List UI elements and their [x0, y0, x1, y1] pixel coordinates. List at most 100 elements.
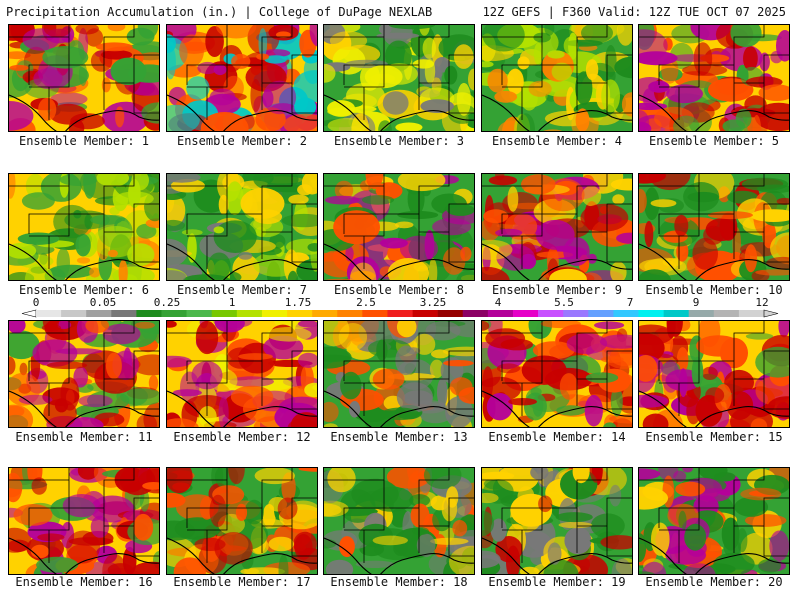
- colorbar-swatch: [337, 310, 363, 317]
- precipitation-map: [639, 174, 789, 280]
- colorbar-swatch: [111, 310, 137, 317]
- ensemble-panel-16: [8, 467, 160, 575]
- ensemble-member-label: Ensemble Member: 16: [15, 575, 153, 589]
- precipitation-map: [639, 25, 789, 131]
- colorbar-swatch: [136, 310, 162, 317]
- model-run-info: 12Z GEFS | F360 Valid: 12Z TUE OCT 07 20…: [482, 5, 786, 19]
- ensemble-panel-13: [323, 320, 475, 428]
- precipitation-map: [9, 468, 159, 574]
- precipitation-map: [639, 321, 789, 427]
- colorbar-swatch: [362, 310, 388, 317]
- ensemble-panel-10: [638, 173, 790, 281]
- ensemble-member-label: Ensemble Member: 10: [645, 283, 783, 297]
- colorbar-swatch: [287, 310, 313, 317]
- colorbar-tick-label: 4: [494, 296, 502, 309]
- colorbar-tick-label: 0: [32, 296, 40, 309]
- colorbar-swatch: [236, 310, 263, 317]
- precipitation-map: [324, 174, 474, 280]
- ensemble-panel-12: [166, 320, 318, 428]
- ensemble-panel-18: [323, 467, 475, 575]
- colorbar-tick-label: 0.25: [153, 296, 181, 309]
- precipitation-map: [324, 321, 474, 427]
- colorbar-swatch: [688, 310, 715, 317]
- colorbar-swatch: [437, 310, 464, 317]
- colorbar-swatch: [61, 310, 87, 317]
- colorbar-swatch: [663, 310, 689, 317]
- ensemble-panel-15: [638, 320, 790, 428]
- precipitation-map: [482, 321, 632, 427]
- ensemble-panel-11: [8, 320, 160, 428]
- ensemble-member-label: Ensemble Member: 5: [648, 134, 780, 148]
- ensemble-member-label: Ensemble Member: 20: [645, 575, 783, 589]
- ensemble-panel-3: [323, 24, 475, 132]
- colorbar-swatch: [538, 310, 564, 317]
- colorbar-max-arrow: [763, 309, 779, 318]
- precipitation-map: [9, 321, 159, 427]
- colorbar-swatch: [312, 310, 338, 317]
- ensemble-panel-17: [166, 467, 318, 575]
- ensemble-member-label: Ensemble Member: 3: [333, 134, 465, 148]
- ensemble-panel-2: [166, 24, 318, 132]
- ensemble-panel-6: [8, 173, 160, 281]
- colorbar-swatch: [738, 310, 765, 317]
- precipitation-map: [167, 25, 317, 131]
- colorbar-swatch: [487, 310, 514, 317]
- ensemble-panel-20: [638, 467, 790, 575]
- colorbar-tick-label: 1.75: [284, 296, 312, 309]
- precipitation-map: [167, 468, 317, 574]
- precipitation-colorbar: [21, 309, 779, 318]
- ensemble-member-label: Ensemble Member: 19: [488, 575, 626, 589]
- precipitation-map: [9, 25, 159, 131]
- precipitation-map: [324, 25, 474, 131]
- ensemble-member-label: Ensemble Member: 6: [18, 283, 150, 297]
- colorbar-swatch: [412, 310, 438, 317]
- ensemble-panel-4: [481, 24, 633, 132]
- ensemble-member-label: Ensemble Member: 11: [15, 430, 153, 444]
- ensemble-panel-19: [481, 467, 633, 575]
- colorbar-swatch: [512, 310, 539, 317]
- precipitation-map: [167, 174, 317, 280]
- colorbar-swatch: [563, 310, 589, 317]
- colorbar-swatch: [713, 310, 740, 317]
- colorbar-swatch: [613, 310, 639, 317]
- precipitation-map: [639, 468, 789, 574]
- ensemble-member-label: Ensemble Member: 7: [176, 283, 308, 297]
- ensemble-member-label: Ensemble Member: 12: [173, 430, 311, 444]
- colorbar-min-arrow: [21, 309, 37, 318]
- colorbar-tick-label: 1: [228, 296, 236, 309]
- colorbar-swatch: [186, 310, 213, 317]
- colorbar-tick-label: 7: [626, 296, 634, 309]
- ensemble-member-label: Ensemble Member: 9: [491, 283, 623, 297]
- ensemble-member-label: Ensemble Member: 18: [330, 575, 468, 589]
- ensemble-panel-14: [481, 320, 633, 428]
- colorbar-swatch: [261, 310, 288, 317]
- ensemble-member-label: Ensemble Member: 13: [330, 430, 468, 444]
- ensemble-member-label: Ensemble Member: 4: [491, 134, 623, 148]
- ensemble-member-label: Ensemble Member: 2: [176, 134, 308, 148]
- colorbar-swatch: [86, 310, 112, 317]
- ensemble-panel-9: [481, 173, 633, 281]
- colorbar-tick-label: 5.5: [554, 296, 574, 309]
- colorbar-tick-label: 9: [692, 296, 700, 309]
- precipitation-map: [482, 25, 632, 131]
- colorbar-swatch: [211, 310, 238, 317]
- ensemble-panel-5: [638, 24, 790, 132]
- colorbar-tick-label: 3.25: [419, 296, 447, 309]
- colorbar-swatch: [387, 310, 413, 317]
- ensemble-member-label: Ensemble Member: 17: [173, 575, 311, 589]
- precipitation-map: [482, 174, 632, 280]
- colorbar-tick-label: 12: [755, 296, 769, 309]
- map-title: Precipitation Accumulation (in.) | Colle…: [6, 5, 433, 19]
- colorbar-swatch: [588, 310, 614, 317]
- ensemble-panel-8: [323, 173, 475, 281]
- ensemble-member-label: Ensemble Member: 15: [645, 430, 783, 444]
- colorbar-tick-label: 0.05: [89, 296, 117, 309]
- colorbar-swatch: [161, 310, 187, 317]
- ensemble-panel-1: [8, 24, 160, 132]
- precipitation-map: [9, 174, 159, 280]
- colorbar-swatch: [36, 310, 62, 317]
- ensemble-member-label: Ensemble Member: 1: [18, 134, 150, 148]
- precipitation-map: [324, 468, 474, 574]
- ensemble-member-label: Ensemble Member: 14: [488, 430, 626, 444]
- precipitation-map: [482, 468, 632, 574]
